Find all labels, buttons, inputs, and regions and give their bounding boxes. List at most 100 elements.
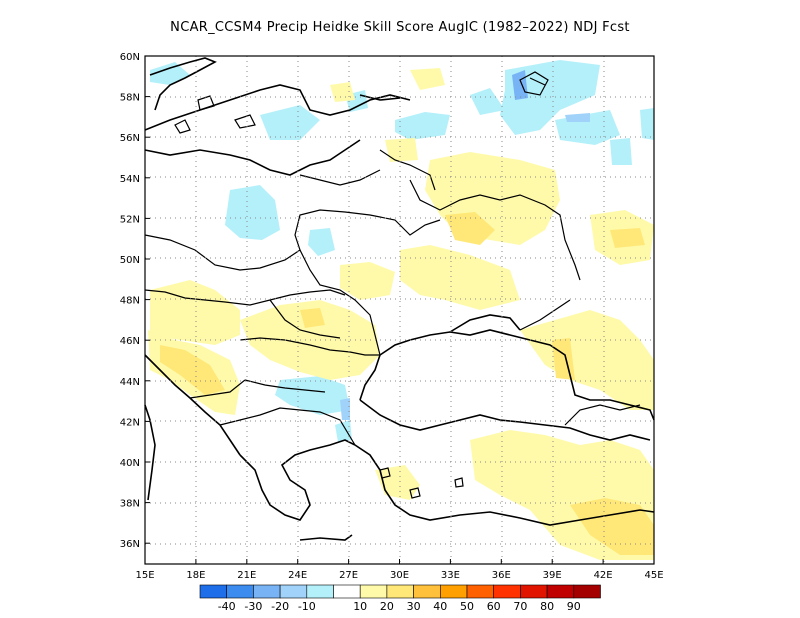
- border: [244, 379, 326, 393]
- island: [454, 477, 464, 488]
- colorbar-label: -40: [218, 600, 236, 613]
- coast-black-sea-south: [359, 399, 651, 441]
- lon-label: 27E: [339, 570, 358, 581]
- colorbar-swatch: [439, 584, 468, 599]
- lake: [234, 114, 256, 129]
- border: [219, 407, 356, 446]
- patch-pale-yellow: [410, 68, 445, 90]
- colorbar-swatch: [386, 584, 414, 599]
- coast-baltic-south: [144, 139, 361, 176]
- colorbar-swatch: [359, 584, 388, 599]
- colorbar-swatch: [306, 584, 334, 599]
- colorbar-swatch: [253, 584, 281, 599]
- colorbar-label: 40: [433, 600, 447, 613]
- lon-label: 33E: [441, 570, 460, 581]
- border: [409, 179, 581, 281]
- lat-label: 48N: [120, 296, 140, 307]
- lon-label: 42E: [594, 570, 613, 581]
- coast-black-sea-west: [359, 354, 381, 401]
- colorbar-swatch: [520, 584, 548, 599]
- border: [239, 337, 380, 356]
- patch-yellow: [160, 345, 225, 395]
- colorbar-swatch: [573, 584, 601, 599]
- patch-light-blue: [340, 398, 350, 420]
- border: [564, 404, 641, 426]
- patch-yellow: [610, 228, 645, 248]
- coast-italy: [144, 404, 156, 501]
- border: [269, 299, 341, 339]
- lon-label: 30E: [390, 570, 409, 581]
- lat-label: 56N: [120, 133, 140, 144]
- border: [299, 249, 381, 356]
- coast-adriatic: [144, 354, 241, 456]
- lat-label: 54N: [120, 174, 140, 185]
- lat-label: 42N: [120, 417, 140, 428]
- lat-label: 46N: [120, 336, 140, 347]
- patch-light-blue: [565, 113, 590, 122]
- patch-pale-yellow: [150, 280, 240, 345]
- colorbar-label: 50: [460, 600, 474, 613]
- lon-label: 45E: [644, 570, 663, 581]
- colorbar-label: -30: [244, 600, 262, 613]
- island: [409, 487, 421, 499]
- patch-pale-yellow: [400, 245, 520, 310]
- coast-scandinavia: [149, 57, 217, 111]
- colorbar-swatch: [413, 584, 441, 599]
- colorbar-swatch: [279, 584, 308, 599]
- lat-label: 36N: [120, 539, 140, 550]
- lon-label: 18E: [186, 570, 205, 581]
- lat-label: 38N: [120, 499, 140, 510]
- border: [144, 209, 441, 271]
- map-title: NCAR_CCSM4 Precip Heidke Skill Score Aug…: [170, 20, 630, 35]
- latitude-labels: 60N 58N 56N 54N 52N 50N 48N 46N 44N 42N 40N 38N 36N: [120, 52, 150, 550]
- lake: [174, 119, 191, 134]
- patch-yellow: [570, 498, 654, 555]
- lat-label: 44N: [120, 377, 140, 388]
- lat-label: 58N: [120, 93, 140, 104]
- colorbar-swatch: [466, 584, 495, 599]
- coast-greece: [239, 439, 356, 521]
- border: [144, 289, 346, 306]
- colorbar-label: 10: [353, 600, 367, 613]
- colorbar-label: 80: [540, 600, 554, 613]
- colorbar-label: 60: [487, 600, 501, 613]
- colorbar-label: 30: [407, 600, 421, 613]
- patch-light-cyan: [150, 62, 190, 85]
- colorbar-swatch: [493, 584, 521, 599]
- patch-pale-yellow: [340, 262, 395, 300]
- colorbar-swatch: [546, 584, 575, 599]
- border: [189, 379, 246, 399]
- lon-label: 24E: [288, 570, 307, 581]
- colorbar-swatch: [199, 584, 228, 599]
- colorbar-label: 70: [513, 600, 527, 613]
- patch-pale-yellow: [520, 310, 654, 410]
- longitude-labels: 15E 18E 21E 24E 27E 30E 33E 36E 39E 42E 45E: [135, 559, 664, 581]
- colorbar-swatch: [226, 584, 254, 599]
- colorbar-label: 90: [567, 600, 581, 613]
- country-borders: [144, 149, 641, 446]
- coast-black-sea: [379, 329, 655, 421]
- lon-label: 36E: [492, 570, 511, 581]
- lat-label: 40N: [120, 458, 140, 469]
- colorbar-label: 20: [380, 600, 394, 613]
- coast-crete: [299, 534, 353, 541]
- coast-azov: [449, 314, 521, 333]
- border: [379, 149, 436, 191]
- lat-label: 60N: [120, 52, 140, 63]
- patch-yellow: [445, 212, 495, 245]
- lon-label: 39E: [543, 570, 562, 581]
- colorbar-swatch: [333, 584, 361, 599]
- lake: [529, 77, 546, 86]
- patch-light-cyan: [470, 88, 505, 115]
- lat-label: 52N: [120, 214, 140, 225]
- lakes: [174, 71, 549, 499]
- patch-light-cyan: [225, 185, 280, 240]
- patch-light-cyan: [335, 420, 352, 442]
- lake: [519, 71, 549, 96]
- patch-light-cyan: [275, 376, 350, 415]
- colorbar: -40 -30 -20 -10 10 20 30 40 50 60 70 80 90: [199, 584, 601, 613]
- patch-yellow: [300, 308, 325, 328]
- island: [379, 467, 391, 479]
- border: [519, 299, 571, 331]
